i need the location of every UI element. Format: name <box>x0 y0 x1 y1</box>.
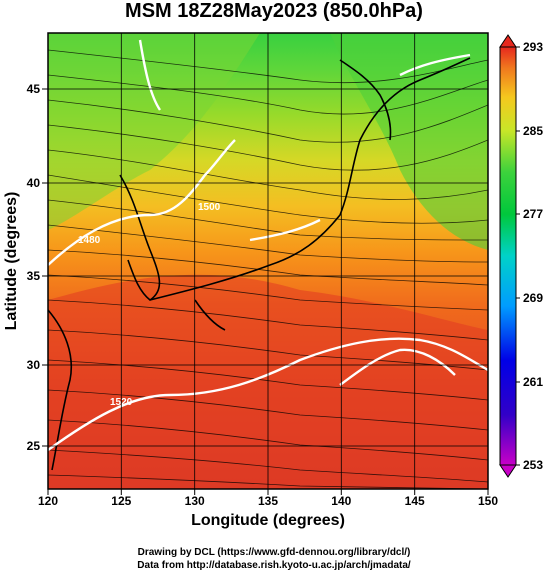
y-axis-label: Latitude (degrees) <box>3 191 20 331</box>
x-tick-marks <box>47 489 489 495</box>
x-tick-label: 130 <box>185 494 205 508</box>
y-tick-marks <box>42 88 48 447</box>
x-axis-label: Longitude (degrees) <box>191 512 345 529</box>
colorbar <box>499 34 520 478</box>
wind-streamlines <box>48 49 488 489</box>
x-tick-label: 135 <box>258 494 278 508</box>
x-tick-label: 150 <box>478 494 498 508</box>
colorbar-tick-label: 253 <box>523 458 543 472</box>
x-tick-label: 125 <box>111 494 131 508</box>
contour-label-1500: 1500 <box>198 202 221 213</box>
x-tick-label: 120 <box>38 494 58 508</box>
credit-drawing: Drawing by DCL (https://www.gfd-dennou.o… <box>137 547 411 558</box>
y-tick-label: 35 <box>27 269 41 283</box>
colorbar-tick-label: 285 <box>523 124 543 138</box>
y-tick-label: 45 <box>27 82 41 96</box>
credit-data: Data from http://database.rish.kyoto-u.a… <box>137 560 411 571</box>
height-contours <box>48 39 488 451</box>
grid-lines <box>48 33 488 489</box>
y-tick-label: 40 <box>27 176 41 190</box>
x-tick-label: 145 <box>405 494 425 508</box>
colorbar-tick-label: 261 <box>523 375 543 389</box>
contour-label-1480: 1480 <box>78 235 101 246</box>
colorbar-tick-label: 277 <box>523 207 543 221</box>
y-tick-label: 30 <box>27 358 41 372</box>
colorbar-tick-label: 293 <box>523 40 543 54</box>
colorbar-tick-label: 269 <box>523 291 543 305</box>
y-tick-label: 25 <box>27 439 41 453</box>
x-tick-label: 140 <box>331 494 351 508</box>
plot-title: MSM 18Z28May2023 (850.0hPa) <box>125 0 423 22</box>
